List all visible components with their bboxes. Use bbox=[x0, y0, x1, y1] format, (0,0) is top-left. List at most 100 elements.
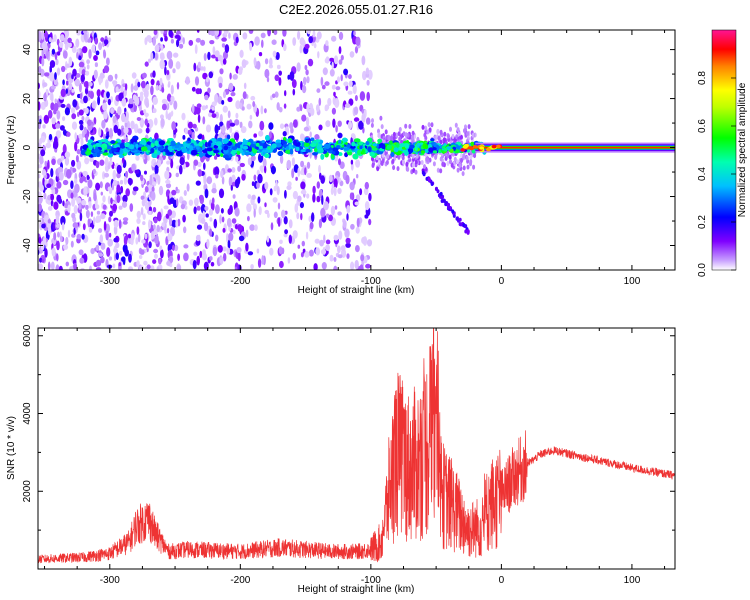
spectrogram-speckle bbox=[424, 125, 428, 131]
spectrogram-speckle bbox=[264, 68, 270, 79]
spectrogram-speckle bbox=[128, 253, 132, 263]
spectrogram-speckle bbox=[157, 175, 161, 185]
spectrogram-speckle bbox=[39, 144, 42, 152]
spectrogram-speckle bbox=[137, 233, 141, 243]
spectrogram-band-cell bbox=[404, 149, 409, 156]
spectrogram-speckle bbox=[197, 161, 202, 168]
spectrogram-speckle bbox=[139, 91, 144, 97]
spectrogram-speckle bbox=[148, 119, 154, 129]
spectrogram-speckle bbox=[181, 112, 186, 121]
spectrogram-band-cell bbox=[217, 137, 223, 142]
spectrogram-speckle bbox=[304, 64, 308, 71]
spectrogram-speckle bbox=[214, 124, 219, 135]
spectrogram-speckle bbox=[170, 84, 174, 95]
spectrogram-speckle bbox=[154, 132, 159, 141]
spectrogram-speckle bbox=[95, 259, 102, 267]
spectrogram-speckle bbox=[107, 238, 113, 247]
spectrogram-speckle bbox=[235, 224, 238, 230]
spectrogram-speckle bbox=[116, 164, 122, 174]
spectrogram-speckle bbox=[304, 43, 310, 50]
spectrogram-speckle bbox=[319, 239, 324, 247]
spectrogram-speckle bbox=[160, 249, 164, 259]
spectrogram-speckle bbox=[300, 160, 305, 168]
spectrogram-band-cell bbox=[267, 146, 272, 150]
spectrogram-speckle bbox=[149, 175, 153, 186]
spectrogram-speckle bbox=[209, 217, 213, 222]
spectrogram-speckle bbox=[130, 120, 135, 130]
spectrogram-band-cell bbox=[277, 151, 284, 156]
spectrogram-speckle bbox=[176, 264, 182, 270]
spectrogram-speckle bbox=[179, 164, 183, 175]
spectrogram-speckle bbox=[168, 256, 174, 263]
spectrogram-speckle bbox=[42, 124, 46, 129]
spectrogram-speckle bbox=[254, 36, 260, 46]
spectrogram-speckle bbox=[404, 123, 408, 129]
spectrogram-speckle bbox=[39, 184, 44, 192]
spectrogram-speckle bbox=[362, 70, 367, 81]
spectrogram-speckle bbox=[41, 41, 48, 50]
spectrogram-speckle bbox=[53, 77, 58, 86]
spectrogram-speckle bbox=[153, 224, 156, 230]
spectrogram-speckle bbox=[131, 72, 137, 79]
spectrogram-speckle bbox=[183, 226, 187, 234]
spectrogram-band-cell bbox=[372, 143, 378, 147]
spectrogram-band-cell bbox=[103, 138, 108, 143]
spectrogram-speckle bbox=[222, 246, 227, 252]
spectrogram-speckle bbox=[221, 43, 226, 48]
spectrogram-speckle bbox=[97, 95, 101, 106]
spectrogram-speckle bbox=[40, 149, 46, 157]
spectrogram-speckle bbox=[331, 183, 335, 189]
spectrogram-speckle bbox=[164, 170, 170, 180]
spectrogram-speckle bbox=[320, 249, 327, 255]
spectrogram-speckle bbox=[54, 98, 57, 104]
spectrogram-speckle bbox=[85, 70, 90, 76]
spectrogram-speckle bbox=[293, 119, 298, 128]
spectrogram-speckle bbox=[264, 58, 269, 65]
spectrogram-speckle bbox=[70, 107, 76, 114]
spectrogram-speckle bbox=[183, 190, 187, 196]
spectrogram-speckle bbox=[123, 127, 129, 134]
spectrogram-speckle bbox=[112, 203, 118, 212]
spectrogram-speckle bbox=[237, 224, 243, 232]
spectrogram-speckle bbox=[472, 164, 476, 170]
spectrogram-band-cell bbox=[389, 140, 393, 145]
spectrogram-speckle bbox=[95, 161, 100, 169]
spectrogram-speckle bbox=[257, 173, 263, 184]
spectrogram-speckle bbox=[144, 233, 148, 240]
spectrogram-speckle bbox=[107, 74, 114, 82]
spectrogram-speckle bbox=[355, 226, 360, 234]
spectrogram-speckle bbox=[301, 240, 305, 247]
spectrogram-speckle bbox=[321, 195, 324, 205]
spectrogram-speckle bbox=[47, 261, 51, 270]
spectrogram-speckle bbox=[321, 262, 327, 270]
spectrogram-band-cell bbox=[243, 151, 250, 156]
spectrogram-band-cell bbox=[305, 148, 311, 153]
spectrogram-speckle bbox=[277, 217, 281, 228]
spectrogram-speckle bbox=[83, 95, 88, 104]
spectrogram-speckle bbox=[317, 51, 320, 59]
spectrogram-speckle bbox=[289, 122, 294, 130]
spectrogram-speckle bbox=[71, 45, 77, 54]
spectrogram-speckle bbox=[301, 85, 307, 94]
spectrogram-speckle bbox=[174, 244, 179, 252]
spectrogram-speckle bbox=[88, 49, 92, 59]
spectrogram-speckle bbox=[253, 57, 257, 66]
spectrogram-speckle bbox=[246, 203, 252, 213]
spectrogram-speckle bbox=[462, 165, 466, 171]
spectrogram-speckle bbox=[166, 260, 171, 266]
spectrogram-speckle bbox=[96, 210, 101, 215]
spectrogram-speckle bbox=[75, 155, 79, 163]
spectrogram-speckle bbox=[335, 86, 341, 91]
spectrogram-speckle bbox=[329, 57, 335, 62]
spectrogram-speckle bbox=[266, 76, 270, 83]
spectrogram-speckle bbox=[95, 50, 100, 56]
spectrogram-speckle bbox=[268, 122, 274, 130]
spectrogram-speckle bbox=[297, 30, 301, 40]
spectrogram-speckle bbox=[72, 222, 79, 229]
spectrogram-speckle bbox=[278, 106, 283, 113]
spectrogram-speckle bbox=[203, 175, 207, 186]
spectrogram-speckle bbox=[279, 260, 284, 269]
spectrogram-speckle bbox=[58, 171, 64, 181]
spectrogram-speckle bbox=[91, 101, 96, 109]
